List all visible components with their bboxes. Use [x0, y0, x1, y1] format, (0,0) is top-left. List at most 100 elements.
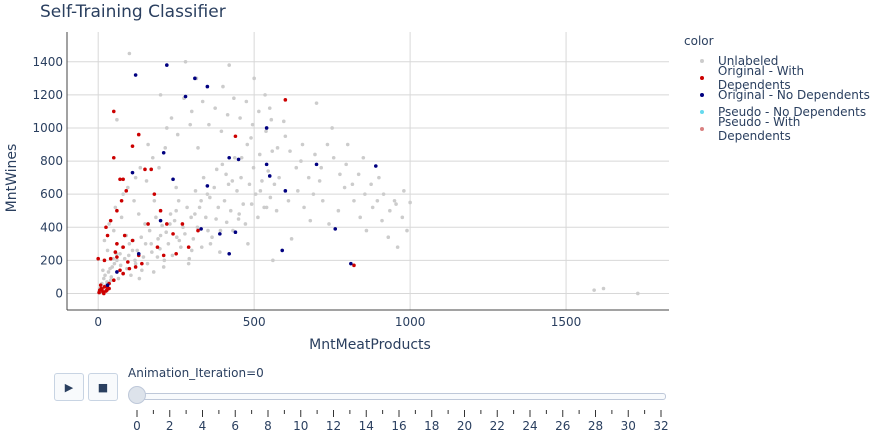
data-point	[143, 167, 147, 172]
data-point	[224, 220, 229, 225]
data-point	[251, 165, 256, 170]
data-point	[163, 146, 168, 150]
data-point	[166, 242, 171, 246]
data-point	[108, 218, 113, 223]
data-point	[126, 253, 131, 258]
data-point	[118, 177, 122, 182]
data-point	[105, 283, 110, 287]
data-point	[139, 235, 144, 239]
data-point	[144, 179, 149, 183]
data-point	[97, 290, 101, 295]
data-point	[244, 99, 249, 104]
data-point	[267, 106, 272, 110]
data-point	[161, 265, 166, 269]
data-point	[370, 205, 375, 210]
data-point	[161, 150, 166, 155]
data-point	[165, 63, 169, 67]
data-point	[283, 134, 288, 139]
data-point	[170, 253, 175, 258]
data-point	[125, 266, 129, 271]
data-point	[183, 232, 187, 236]
data-point	[98, 283, 103, 287]
data-point	[314, 101, 319, 105]
data-point	[119, 215, 124, 220]
data-point	[208, 242, 213, 246]
data-point	[183, 59, 188, 64]
data-point	[165, 126, 169, 130]
data-point	[230, 179, 235, 183]
data-point	[115, 258, 119, 263]
data-point	[116, 276, 121, 281]
data-point	[189, 215, 193, 220]
data-point	[188, 122, 193, 127]
legend-item[interactable]: Pseudo - With Dependents	[684, 115, 876, 143]
data-point	[129, 273, 133, 278]
data-point	[226, 182, 231, 187]
data-point	[394, 202, 398, 206]
legend-label: Pseudo - With Dependents	[717, 114, 801, 143]
data-point	[174, 251, 178, 256]
data-point	[185, 205, 189, 210]
data-point	[115, 255, 119, 259]
data-point	[141, 255, 146, 259]
data-point	[152, 198, 157, 203]
legend-swatch	[700, 92, 704, 97]
slider-track[interactable]	[130, 393, 666, 400]
data-point	[235, 189, 239, 193]
data-point	[174, 235, 179, 239]
data-point	[168, 212, 173, 216]
data-point	[103, 273, 107, 278]
x-tick-label: 1500	[551, 315, 582, 329]
data-point	[250, 122, 255, 127]
legend-item[interactable]: Original - No Dependents	[684, 86, 876, 103]
data-point	[171, 232, 175, 236]
data-points	[96, 51, 640, 296]
data-point	[127, 51, 132, 56]
data-point	[130, 144, 135, 148]
data-point	[241, 202, 246, 206]
data-point	[113, 205, 118, 210]
data-point	[107, 222, 111, 226]
data-point	[149, 242, 154, 246]
data-point	[400, 215, 405, 220]
data-point	[253, 192, 258, 196]
legend-item[interactable]: Original - With Dependents	[684, 64, 876, 92]
data-point	[258, 189, 263, 193]
data-point	[130, 170, 135, 175]
data-point	[269, 117, 274, 122]
data-point	[349, 261, 353, 266]
data-point	[101, 268, 105, 273]
data-point	[204, 215, 208, 220]
data-point	[247, 182, 252, 187]
data-point	[169, 116, 174, 120]
data-point	[264, 129, 268, 134]
tick-labels: 0 500 1000 1500 0 200 400 600 800 1000 1200 1400	[32, 55, 581, 329]
data-point	[133, 258, 137, 263]
x-axis-title: MntMeatProducts	[309, 337, 431, 353]
data-point	[363, 192, 367, 196]
data-point	[112, 261, 117, 266]
data-point	[333, 227, 338, 231]
data-point	[201, 175, 206, 180]
data-point	[221, 84, 225, 89]
legend-item[interactable]: Unlabeled	[684, 52, 876, 69]
slider-handle[interactable]	[128, 386, 146, 404]
legend-item[interactable]: Pseudo - No Dependents	[684, 103, 876, 120]
data-point	[246, 242, 250, 246]
slider-ticks: 0 2 4 6 8 10 12 14 16 18 20 22 24 26 28 30 32	[133, 410, 669, 433]
stop-button[interactable]: ■	[88, 373, 118, 401]
data-point	[168, 222, 172, 226]
play-button[interactable]: ▶	[54, 373, 84, 401]
data-point	[260, 179, 264, 183]
data-point	[352, 263, 356, 268]
data-point	[136, 251, 141, 256]
data-point	[272, 182, 277, 187]
data-point	[164, 230, 168, 235]
data-point	[227, 63, 231, 67]
data-point	[189, 248, 194, 253]
data-point	[252, 76, 256, 81]
data-point	[274, 208, 279, 213]
data-point	[408, 200, 412, 205]
data-point	[127, 242, 132, 246]
slider-tick-label: 6	[231, 419, 239, 433]
